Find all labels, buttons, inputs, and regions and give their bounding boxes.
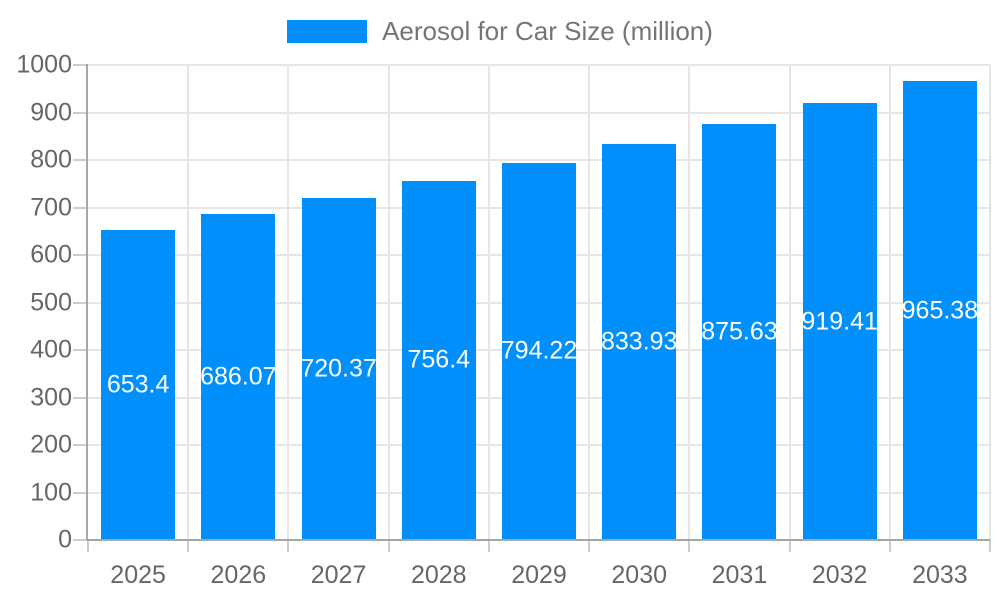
x-axis-tick [187, 540, 190, 552]
y-axis-label: 800 [30, 145, 72, 174]
legend-label: Aerosol for Car Size (million) [382, 16, 713, 46]
bar-value-label: 875.63 [701, 317, 778, 346]
y-axis-label: 300 [30, 383, 72, 411]
x-axis-tick [87, 540, 89, 552]
y-axis-tick [73, 206, 88, 209]
x-axis-tick [588, 540, 591, 552]
y-axis-tick [73, 64, 88, 66]
bar-value-label: 756.4 [407, 345, 471, 374]
legend-swatch-icon [287, 19, 368, 43]
y-axis-label: 400 [30, 335, 72, 364]
bar-2032[interactable]: 919.41 [801, 103, 878, 540]
bar-2031[interactable]: 875.63 [701, 124, 778, 540]
x-axis-label: 2029 [511, 561, 567, 589]
gridline-vertical [788, 65, 791, 540]
gridline-vertical [588, 65, 591, 540]
y-axis-tick [73, 491, 88, 494]
gridline-vertical [287, 65, 290, 540]
y-axis-label: 600 [30, 240, 72, 269]
x-axis-label: 2030 [611, 561, 668, 589]
y-axis-tick [73, 159, 88, 161]
y-axis-label: 200 [30, 430, 72, 459]
bar-2026[interactable]: 686.07 [200, 214, 277, 540]
y-axis-label: 900 [30, 98, 72, 126]
y-axis-label: 0 [58, 525, 72, 554]
x-axis-label: 2032 [811, 561, 868, 589]
x-axis-tick [287, 540, 290, 552]
x-axis-label: 2025 [110, 561, 166, 589]
bar-value-label: 794.22 [500, 336, 578, 365]
gridline-horizontal [88, 159, 990, 161]
x-axis-tick [989, 540, 991, 552]
gridline-vertical [888, 65, 891, 540]
y-axis-line [86, 64, 88, 540]
bar-value-label: 833.93 [600, 327, 678, 356]
x-axis-label: 2033 [912, 561, 968, 589]
x-axis-label: 2027 [310, 561, 367, 589]
x-axis-tick [387, 540, 390, 552]
y-axis-tick [73, 539, 88, 541]
gridline-vertical [688, 65, 691, 540]
bar-value-label: 686.07 [200, 362, 277, 391]
x-axis-tick [487, 540, 490, 552]
y-axis-tick [73, 111, 88, 114]
y-axis-tick [73, 396, 88, 399]
bar-2030[interactable]: 833.93 [600, 143, 678, 540]
gridline-vertical [387, 65, 390, 540]
y-axis-label: 700 [30, 193, 72, 221]
x-axis-tick [788, 540, 791, 552]
gridline-horizontal [88, 64, 990, 66]
bar-2028[interactable]: 756.4 [401, 180, 476, 540]
y-axis-label: 1000 [16, 50, 72, 79]
y-axis-tick [73, 254, 88, 256]
bar-2025[interactable]: 653.4 [101, 229, 176, 540]
gridline-horizontal [88, 111, 990, 114]
chart-legend[interactable]: Aerosol for Car Size (million) [0, 17, 1000, 45]
x-axis-label: 2031 [711, 561, 768, 589]
gridline-vertical [989, 65, 991, 540]
x-axis-label: 2026 [210, 561, 267, 589]
bar-2029[interactable]: 794.22 [500, 162, 578, 540]
y-axis-tick [73, 444, 88, 446]
bar-value-label: 653.4 [106, 370, 170, 399]
x-axis-tick [888, 540, 891, 552]
y-axis-tick [73, 301, 88, 304]
bar-value-label: 919.41 [801, 307, 878, 336]
gridline-vertical [487, 65, 490, 540]
bar-2033[interactable]: 965.38 [901, 81, 979, 540]
x-axis-label: 2028 [410, 561, 467, 589]
x-axis-line [86, 539, 990, 541]
x-axis-tick [688, 540, 691, 552]
bar-value-label: 965.38 [901, 296, 979, 325]
y-axis-label: 500 [30, 288, 72, 316]
y-axis-label: 100 [30, 478, 72, 506]
gridline-vertical [187, 65, 190, 540]
bar-value-label: 720.37 [300, 354, 377, 383]
y-axis-tick [73, 349, 88, 351]
bar-2027[interactable]: 720.37 [300, 197, 377, 540]
